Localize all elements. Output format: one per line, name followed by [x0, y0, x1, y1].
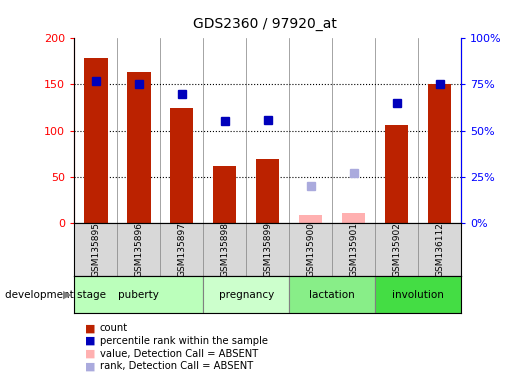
Bar	[289, 276, 375, 313]
Text: GSM135897: GSM135897	[177, 222, 186, 277]
Bar	[385, 125, 409, 223]
Bar	[256, 159, 279, 223]
Text: ■: ■	[85, 361, 95, 371]
Text: value, Detection Call = ABSENT: value, Detection Call = ABSENT	[100, 349, 258, 359]
Bar	[203, 276, 289, 313]
Text: ■: ■	[85, 336, 95, 346]
Bar	[213, 166, 236, 223]
Bar	[375, 276, 461, 313]
Text: pregnancy: pregnancy	[218, 290, 274, 300]
Text: GSM135901: GSM135901	[349, 222, 358, 277]
Text: puberty: puberty	[118, 290, 159, 300]
Text: count: count	[100, 323, 128, 333]
Text: rank, Detection Call = ABSENT: rank, Detection Call = ABSENT	[100, 361, 253, 371]
Text: GSM135896: GSM135896	[134, 222, 143, 277]
Text: GSM135902: GSM135902	[392, 222, 401, 277]
Bar	[170, 108, 193, 223]
Text: GSM135895: GSM135895	[91, 222, 100, 277]
Bar	[127, 71, 151, 223]
Text: involution: involution	[392, 290, 444, 300]
Text: ▶: ▶	[63, 290, 72, 300]
Text: percentile rank within the sample: percentile rank within the sample	[100, 336, 268, 346]
Bar	[342, 213, 366, 223]
Text: GDS2360 / 97920_at: GDS2360 / 97920_at	[193, 17, 337, 31]
Text: GSM135898: GSM135898	[220, 222, 229, 277]
Bar	[74, 276, 203, 313]
Bar	[299, 215, 322, 223]
Text: GSM136112: GSM136112	[435, 222, 444, 277]
Text: ■: ■	[85, 349, 95, 359]
Bar	[428, 84, 452, 223]
Text: GSM135899: GSM135899	[263, 222, 272, 277]
Text: ■: ■	[85, 323, 95, 333]
Text: lactation: lactation	[310, 290, 355, 300]
Text: GSM135900: GSM135900	[306, 222, 315, 277]
Bar	[84, 58, 108, 223]
Text: development stage: development stage	[5, 290, 107, 300]
